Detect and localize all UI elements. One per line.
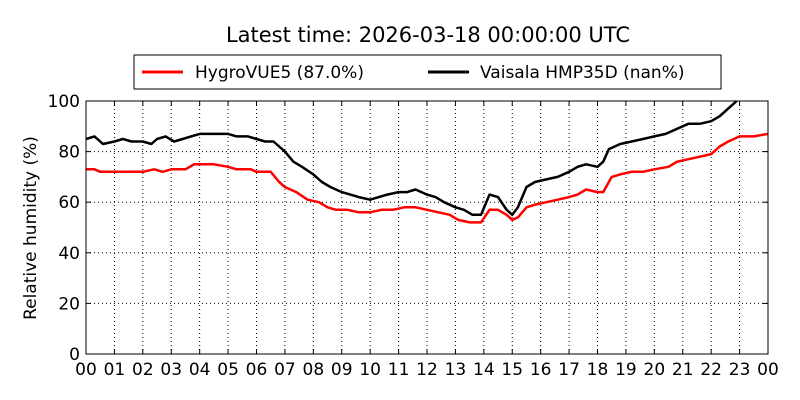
x-tick-label: 06 (246, 360, 268, 380)
x-tick-label: 20 (644, 360, 666, 380)
x-tick-label: 08 (303, 360, 325, 380)
x-tick-label: 16 (530, 360, 552, 380)
x-tick-label: 15 (501, 360, 523, 380)
x-tick-label: 12 (416, 360, 438, 380)
y-tick-label: 20 (58, 294, 80, 314)
x-tick-label: 05 (217, 360, 239, 380)
x-tick-label: 14 (473, 360, 495, 380)
x-tick-label: 19 (615, 360, 637, 380)
chart-title: Latest time: 2026-03-18 00:00:00 UTC (226, 23, 630, 47)
legend-label-vaisala: Vaisala HMP35D (nan%) (480, 63, 684, 83)
x-tick-label: 23 (729, 360, 751, 380)
y-tick-label: 0 (69, 345, 80, 365)
legend: HygroVUE5 (87.0%) Vaisala HMP35D (nan%) (133, 54, 722, 90)
x-tick-label: 00 (75, 360, 97, 380)
y-tick-labels: 0 20 40 60 80 100 (48, 92, 80, 365)
x-tick-label: 02 (132, 360, 154, 380)
x-tick-label: 09 (331, 360, 353, 380)
x-tick-label: 22 (700, 360, 722, 380)
x-tick-label: 00 (757, 360, 779, 380)
y-axis-label: Relative humidity (%) (21, 136, 41, 320)
x-tick-label: 18 (587, 360, 609, 380)
x-tick-label: 04 (189, 360, 211, 380)
y-tick-label: 60 (58, 193, 80, 213)
legend-box (133, 54, 722, 90)
y-tick-label: 40 (58, 244, 80, 264)
x-tick-label: 10 (359, 360, 381, 380)
ticks (85, 100, 769, 355)
y-tick-label: 100 (48, 92, 80, 112)
x-tick-label: 01 (104, 360, 126, 380)
x-tick-label: 07 (274, 360, 296, 380)
x-tick-label: 03 (160, 360, 182, 380)
series-line-vaisala (85, 100, 738, 217)
series-line-hygrovue5 (86, 132, 769, 224)
plot-frame (85, 100, 769, 355)
series-layer (85, 100, 769, 224)
x-tick-label: 21 (672, 360, 694, 380)
x-tick-labels: 00 01 02 03 04 05 06 07 08 09 10 11 12 13 14 15 16 17 18 19… (75, 360, 779, 380)
grid (86, 101, 768, 354)
x-tick-label: 13 (445, 360, 467, 380)
x-tick-label: 11 (388, 360, 410, 380)
x-tick-label: 17 (558, 360, 580, 380)
legend-label-hygrovue5: HygroVUE5 (87.0%) (195, 63, 364, 83)
y-tick-label: 80 (58, 143, 80, 163)
